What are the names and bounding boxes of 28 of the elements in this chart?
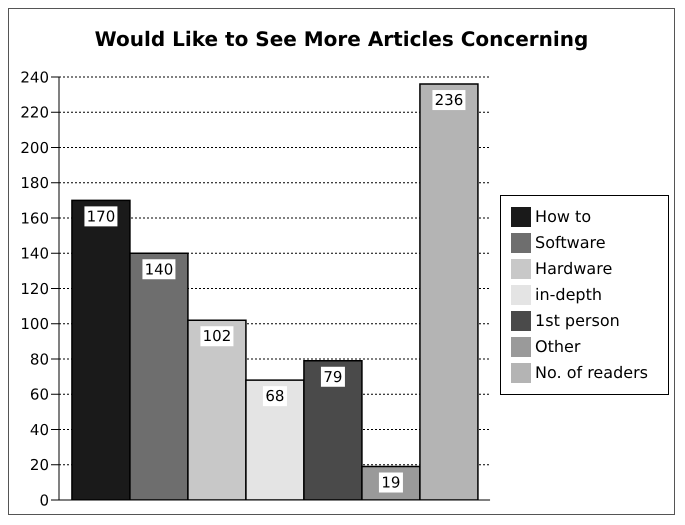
y-tick-label: 60 [30, 386, 49, 404]
data-label: 236 [434, 91, 464, 110]
y-tick-label: 240 [20, 68, 49, 86]
y-tick-label: 20 [30, 456, 49, 474]
y-tick-label: 200 [20, 138, 49, 157]
data-label: 140 [144, 260, 174, 278]
legend-label: in-depth [535, 284, 602, 304]
data-label: 102 [202, 327, 232, 346]
data-label: 79 [323, 368, 342, 386]
legend-label: 1st person [535, 310, 620, 330]
legend-label: Hardware [535, 258, 612, 278]
y-tick-label: 140 [20, 244, 49, 263]
y-tick-label: 120 [20, 280, 49, 298]
legend-label: Other [535, 336, 580, 356]
y-tick-label: 160 [20, 209, 49, 228]
data-label: 19 [381, 474, 400, 492]
data-label: 170 [86, 207, 116, 226]
legend-label: Software [535, 232, 606, 252]
legend-label: How to [535, 206, 592, 226]
y-tick-label: 0 [39, 491, 49, 510]
y-tick-label: 220 [20, 104, 49, 122]
legend-label: No. of readers [535, 362, 648, 382]
y-tick-label: 100 [20, 315, 49, 334]
y-tick-label: 180 [20, 174, 49, 192]
data-label: 68 [265, 387, 284, 406]
y-tick-label: 80 [30, 350, 49, 368]
chart-title: Would Like to See More Articles Concerning [94, 26, 590, 53]
y-tick-label: 40 [30, 420, 49, 439]
